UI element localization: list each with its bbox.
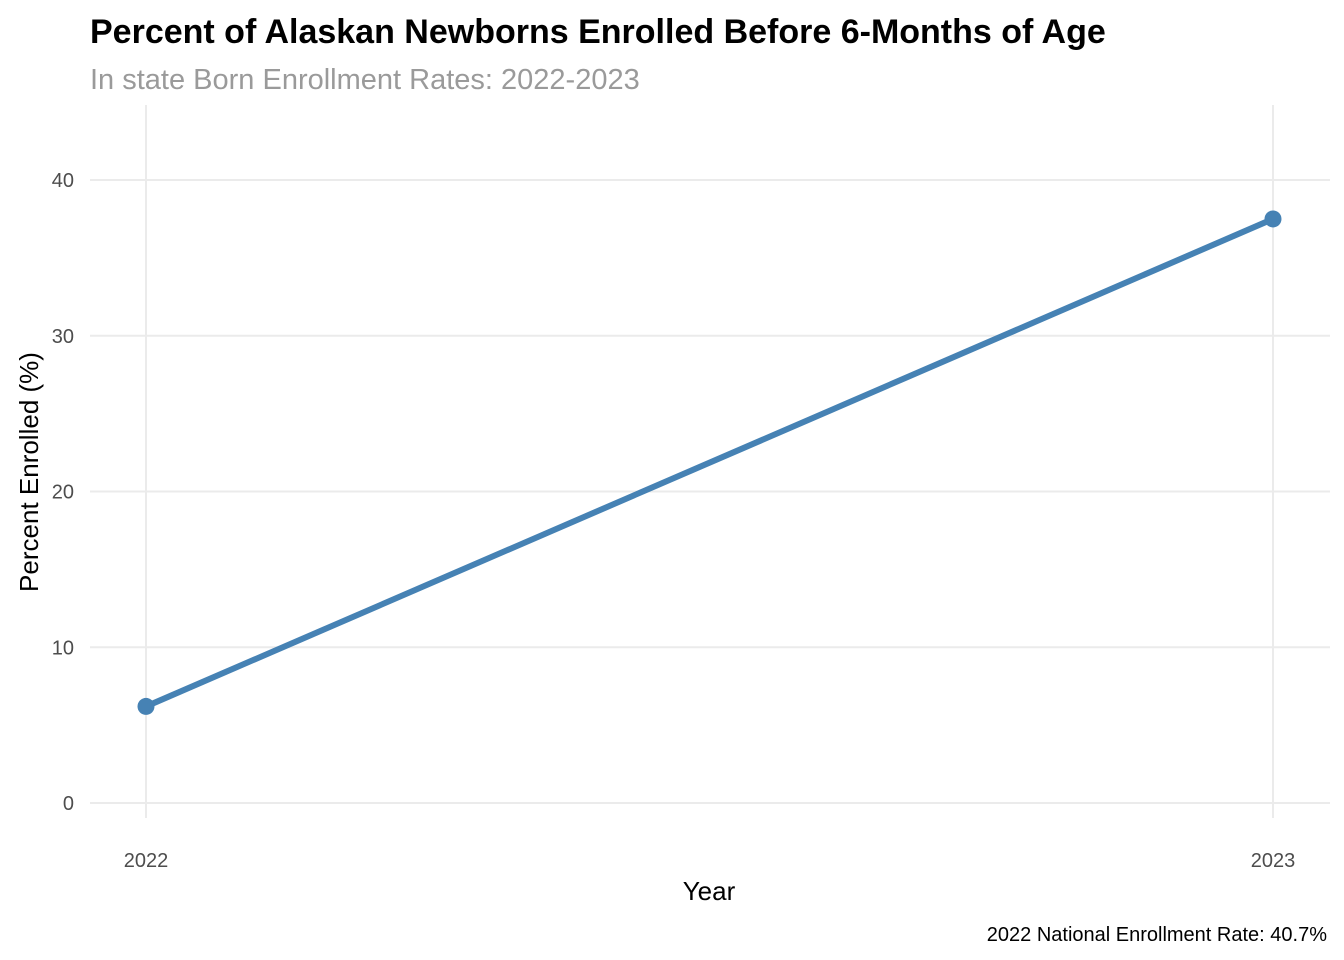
y-tick-label: 0 xyxy=(63,793,74,815)
y-tick-label: 30 xyxy=(52,326,74,348)
series-line xyxy=(144,216,1275,710)
y-axis-title: Percent Enrolled (%) xyxy=(14,352,44,592)
chart-title: Percent of Alaskan Newborns Enrolled Bef… xyxy=(90,13,1106,51)
x-tick-label: 2022 xyxy=(124,850,169,872)
y-tick-label: 40 xyxy=(52,170,74,192)
chart-caption: 2022 National Enrollment Rate: 40.7% xyxy=(987,924,1327,946)
data-point xyxy=(1264,210,1282,228)
series-layer xyxy=(137,210,1282,715)
y-tick-label: 20 xyxy=(52,482,74,504)
y-tick-label: 10 xyxy=(52,637,74,659)
axis-ticks: 0 10 20 30 40 2022 2023 xyxy=(52,170,1296,872)
chart-subtitle: In state Born Enrollment Rates: 2022-202… xyxy=(90,64,640,96)
x-axis-title: Year xyxy=(683,876,736,906)
x-tick-label: 2023 xyxy=(1251,850,1296,872)
data-point xyxy=(137,697,155,715)
